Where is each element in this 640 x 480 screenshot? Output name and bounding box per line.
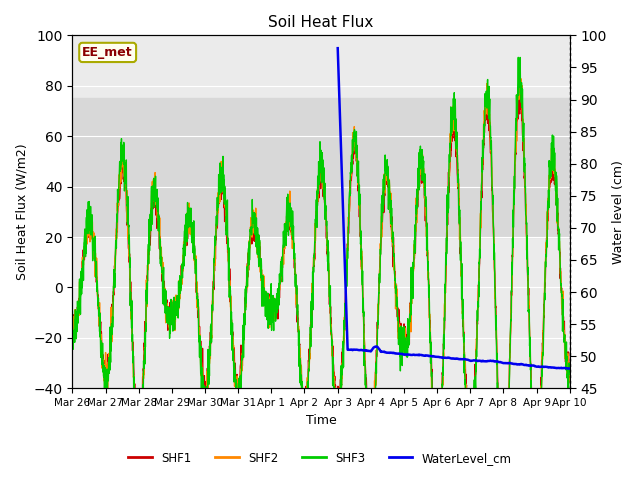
SHF2 xyxy=(335,407,342,412)
WaterLevel_cm xyxy=(522,362,529,368)
WaterLevel_cm xyxy=(465,357,473,363)
SHF1 xyxy=(465,415,473,420)
SHF3 xyxy=(522,214,530,220)
SHF1 xyxy=(207,332,215,338)
SHF3 xyxy=(68,309,76,315)
SHF3 xyxy=(207,330,215,336)
SHF2 xyxy=(566,368,573,373)
SHF2 xyxy=(536,414,544,420)
Text: EE_met: EE_met xyxy=(83,46,133,59)
Line: SHF2: SHF2 xyxy=(72,72,570,480)
X-axis label: Time: Time xyxy=(306,414,337,427)
SHF2 xyxy=(346,197,353,203)
SHF1 xyxy=(335,392,342,398)
SHF1 xyxy=(346,202,353,207)
SHF2 xyxy=(68,329,76,335)
Bar xyxy=(72,98,570,237)
SHF2 xyxy=(207,331,215,337)
WaterLevel_cm xyxy=(536,364,543,370)
SHF3 xyxy=(566,371,573,377)
Y-axis label: Soil Heat Flux (W/m2): Soil Heat Flux (W/m2) xyxy=(15,144,28,280)
SHF1 xyxy=(536,402,544,408)
SHF1 xyxy=(515,87,523,93)
SHF1 xyxy=(522,221,530,227)
Line: WaterLevel_cm: WaterLevel_cm xyxy=(338,48,570,369)
SHF3 xyxy=(515,54,522,60)
SHF2 xyxy=(465,434,473,440)
SHF3 xyxy=(465,445,473,451)
Line: SHF1: SHF1 xyxy=(72,90,570,480)
WaterLevel_cm xyxy=(335,80,342,86)
WaterLevel_cm xyxy=(346,347,353,353)
WaterLevel_cm xyxy=(566,366,573,372)
SHF1 xyxy=(68,312,76,318)
SHF1 xyxy=(566,360,573,366)
SHF3 xyxy=(346,188,353,193)
SHF3 xyxy=(536,422,544,428)
Title: Soil Heat Flux: Soil Heat Flux xyxy=(268,15,374,30)
Line: SHF3: SHF3 xyxy=(72,57,570,480)
SHF2 xyxy=(516,69,524,74)
SHF3 xyxy=(335,425,342,431)
Legend: SHF1, SHF2, SHF3, WaterLevel_cm: SHF1, SHF2, SHF3, WaterLevel_cm xyxy=(124,447,516,469)
SHF2 xyxy=(522,202,530,207)
Y-axis label: Water level (cm): Water level (cm) xyxy=(612,160,625,264)
